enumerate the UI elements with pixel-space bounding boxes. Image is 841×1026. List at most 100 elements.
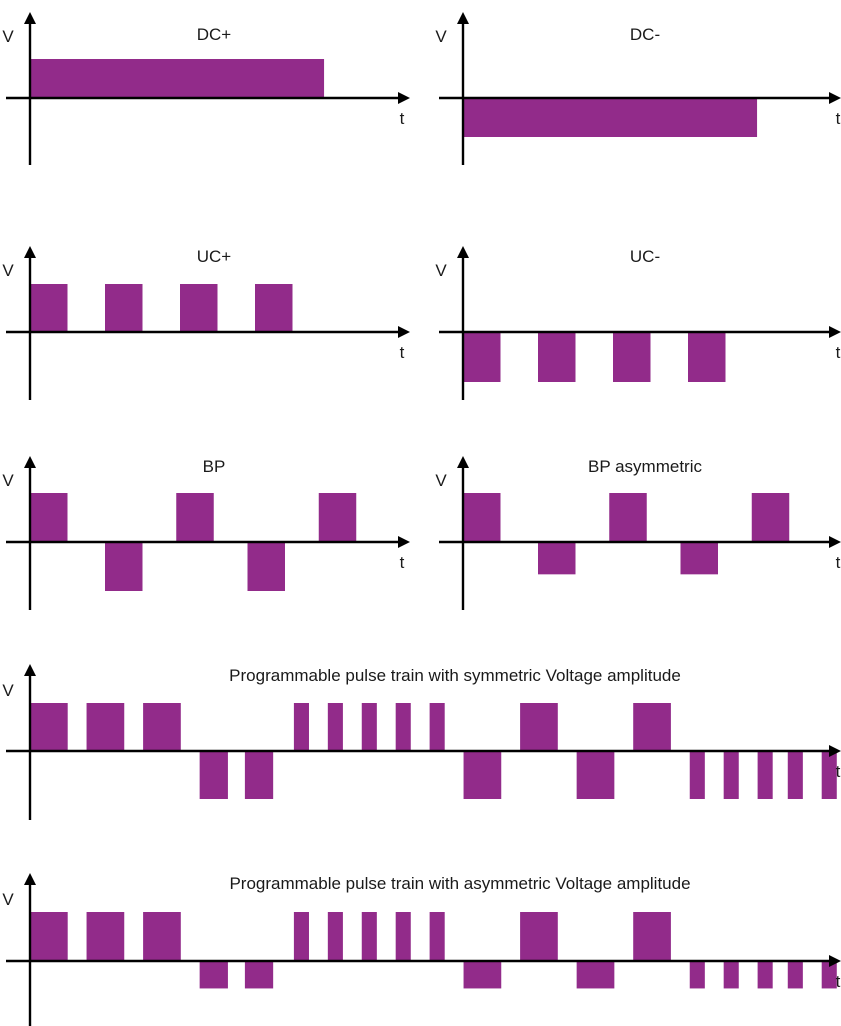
- waveform-panel-2: DC- Vt: [435, 12, 841, 165]
- pulse-bar: [538, 542, 576, 575]
- time-axis-label: t: [836, 109, 841, 128]
- pulse-bar: [293, 703, 309, 751]
- voltage-axis-label: V: [2, 27, 14, 46]
- pulse-bar: [86, 703, 125, 751]
- pulse-bar: [327, 912, 343, 961]
- pulse-bar: [609, 493, 647, 542]
- pulse-bar: [463, 98, 758, 137]
- waveform-panel-7: Programmable pulse train with symmetric …: [2, 664, 841, 820]
- pulse-bar: [199, 961, 228, 989]
- voltage-axis-arrow-icon: [457, 456, 469, 468]
- time-axis-label: t: [400, 109, 405, 128]
- pulse-bar: [105, 284, 143, 332]
- time-axis-arrow-icon: [398, 536, 410, 548]
- time-axis-label: t: [836, 762, 841, 781]
- time-axis-arrow-icon: [829, 536, 841, 548]
- voltage-axis-arrow-icon: [24, 12, 36, 24]
- pulse-bar: [723, 961, 739, 989]
- voltage-axis-label: V: [435, 27, 447, 46]
- pulse-bar: [680, 542, 718, 575]
- pulse-bar: [30, 703, 68, 751]
- pulse-bar: [520, 703, 558, 751]
- time-axis-arrow-icon: [829, 745, 841, 757]
- pulse-bar: [633, 912, 671, 961]
- pulse-bar: [751, 493, 790, 542]
- pulse-bar: [633, 703, 671, 751]
- pulse-bar: [176, 493, 214, 542]
- panel-title: DC-: [630, 25, 660, 44]
- voltage-axis-label: V: [2, 471, 14, 490]
- pulse-bar: [327, 703, 343, 751]
- pulse-bar: [244, 961, 274, 989]
- time-axis-arrow-icon: [398, 326, 410, 338]
- pulse-bar: [30, 59, 325, 98]
- time-axis-arrow-icon: [829, 955, 841, 967]
- time-axis-arrow-icon: [829, 92, 841, 104]
- voltage-axis-label: V: [2, 890, 14, 909]
- voltage-axis-arrow-icon: [457, 246, 469, 258]
- pulse-bar: [244, 751, 274, 799]
- time-axis-label: t: [836, 343, 841, 362]
- time-axis-label: t: [400, 343, 405, 362]
- panel-title: UC+: [197, 247, 232, 266]
- pulse-bar: [757, 961, 773, 989]
- pulse-bar: [463, 961, 502, 989]
- voltage-axis-label: V: [2, 681, 14, 700]
- pulse-bar: [429, 703, 445, 751]
- pulse-bar: [86, 912, 125, 961]
- panel-title: UC-: [630, 247, 660, 266]
- pulse-bar: [293, 912, 309, 961]
- voltage-axis-arrow-icon: [24, 246, 36, 258]
- pulse-bar: [787, 961, 803, 989]
- waveform-panel-3: UC+ Vt: [2, 246, 410, 400]
- pulse-bar: [821, 961, 837, 989]
- voltage-axis-arrow-icon: [24, 873, 36, 885]
- pulse-bar: [247, 542, 285, 591]
- voltage-axis-arrow-icon: [24, 664, 36, 676]
- pulse-bar: [30, 912, 68, 961]
- voltage-axis-label: V: [435, 471, 447, 490]
- pulse-bar: [576, 961, 615, 989]
- time-axis-arrow-icon: [398, 92, 410, 104]
- pulse-bar: [463, 751, 502, 799]
- pulse-bar: [689, 751, 705, 799]
- panel-title: DC+: [197, 25, 232, 44]
- pulse-bar: [255, 284, 293, 332]
- pulse-bar: [613, 332, 651, 382]
- pulse-bar: [361, 912, 377, 961]
- pulse-bar: [463, 493, 501, 542]
- pulse-bar: [520, 912, 558, 961]
- pulse-bar: [199, 751, 228, 799]
- voltage-axis-arrow-icon: [24, 456, 36, 468]
- panel-title: BP asymmetric: [588, 457, 702, 476]
- pulse-bar: [30, 284, 68, 332]
- voltage-axis-arrow-icon: [457, 12, 469, 24]
- pulse-bar: [30, 493, 68, 542]
- waveform-panel-4: UC- Vt: [435, 246, 841, 400]
- panel-title: Programmable pulse train with symmetric …: [229, 666, 681, 685]
- pulse-bar: [576, 751, 615, 799]
- pulse-bar: [395, 912, 411, 961]
- panel-title: BP: [203, 457, 226, 476]
- time-axis-label: t: [836, 972, 841, 991]
- pulse-bar: [821, 751, 837, 799]
- waveform-panel-5: BP Vt: [2, 456, 410, 610]
- voltage-axis-label: V: [435, 261, 447, 280]
- pulse-bar: [105, 542, 143, 591]
- waveform-panel-6: BP asymmetric Vt: [435, 456, 841, 610]
- voltage-axis-label: V: [2, 261, 14, 280]
- pulse-bar: [361, 703, 377, 751]
- pulse-bar: [787, 751, 803, 799]
- pulse-bar: [689, 961, 705, 989]
- pulse-bar: [395, 703, 411, 751]
- waveform-panel-1: DC+ Vt: [2, 12, 410, 165]
- panel-title: Programmable pulse train with asymmetric…: [229, 874, 690, 893]
- pulse-bar: [429, 912, 445, 961]
- time-axis-arrow-icon: [829, 326, 841, 338]
- pulse-bar: [318, 493, 357, 542]
- pulse-bar: [723, 751, 739, 799]
- pulse-bar: [463, 332, 501, 382]
- waveform-panel-8: Programmable pulse train with asymmetric…: [2, 873, 841, 1026]
- pulse-bar: [143, 703, 181, 751]
